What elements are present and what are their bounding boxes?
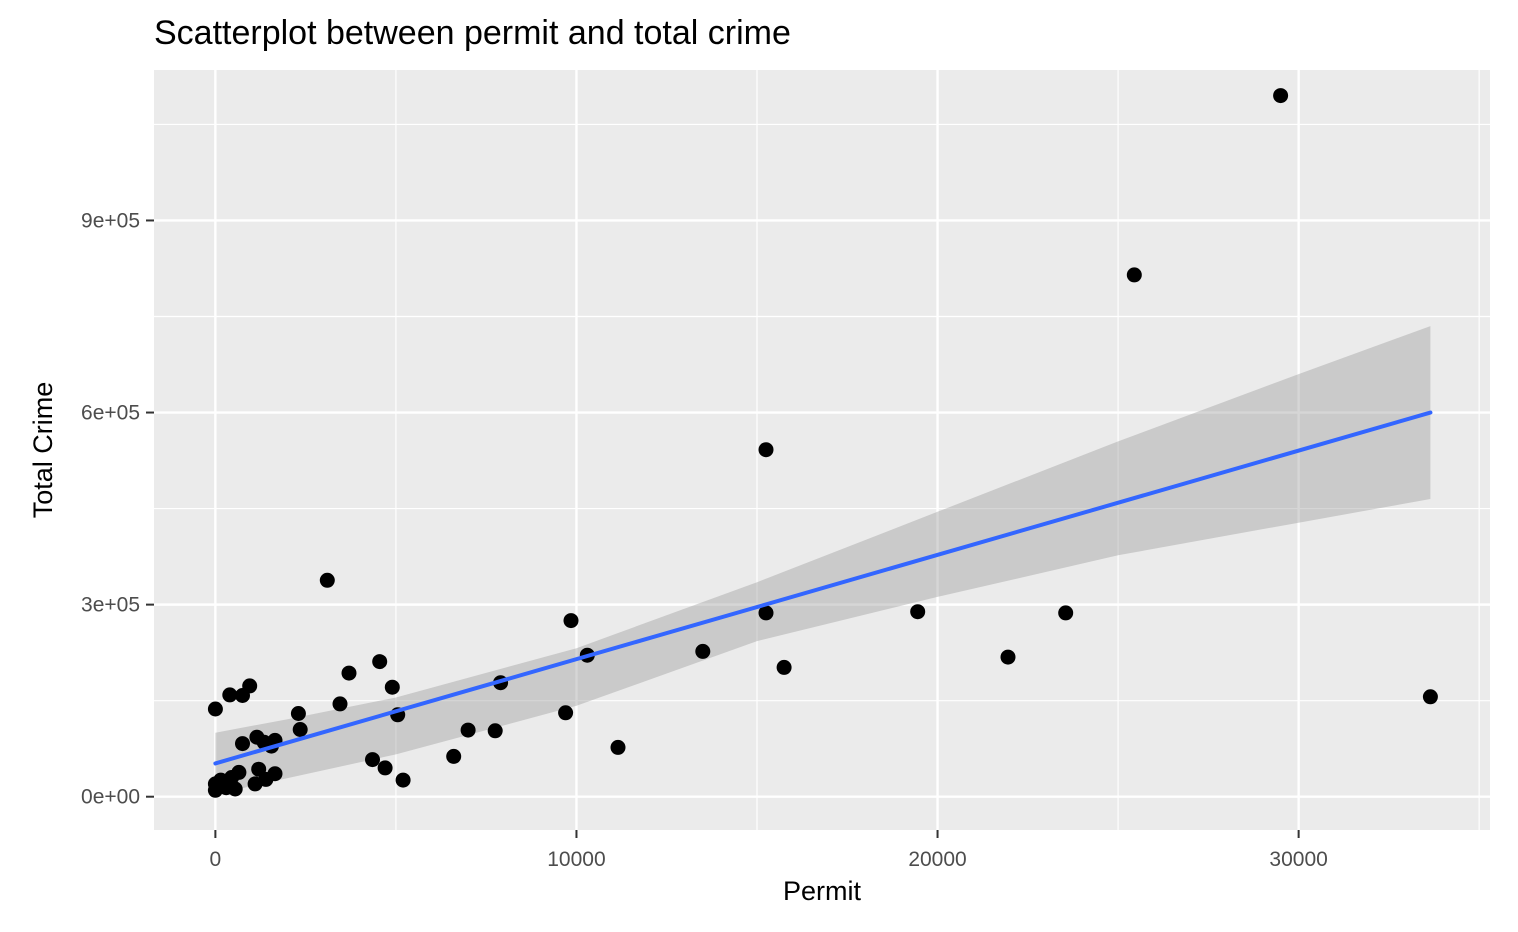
data-point [558,705,574,721]
data-point [910,604,926,620]
data-point [207,701,223,717]
data-point [446,748,462,764]
y-tick-label: 9e+05 [81,209,140,232]
data-point [1126,267,1142,283]
data-point [267,766,283,782]
data-point [1000,649,1016,665]
data-point [222,687,238,703]
y-tick-label: 0e+00 [81,786,140,809]
data-point [242,678,258,694]
x-axis-title: Permit [783,876,862,906]
data-point [487,723,503,739]
data-point [384,679,400,695]
x-tick-label: 0 [210,848,222,871]
data-point [1273,88,1289,104]
data-point [1058,605,1074,621]
data-point [341,665,357,681]
data-point [231,764,247,780]
data-point [235,736,250,752]
data-point [332,696,348,712]
data-points [207,88,1438,798]
data-point [319,572,335,588]
y-axis: 0e+00 3e+05 6e+05 9e+05 [81,209,154,809]
data-point [695,643,711,659]
data-point [292,722,308,737]
fit-line [213,410,1433,766]
data-point [372,654,388,670]
grid-minor [154,70,1490,830]
data-point [610,739,626,755]
plot-panel [154,70,1490,830]
data-point [460,722,476,738]
y-axis-title: Total Crime [28,382,58,519]
y-tick-label: 3e+05 [81,594,140,617]
data-point [227,781,243,797]
y-tick-label: 6e+05 [81,402,140,425]
data-point [290,706,306,721]
chart-title: Scatterplot between permit and total cri… [154,14,791,52]
data-point [563,613,579,629]
data-point [758,605,774,621]
data-point [758,442,774,458]
x-axis: 0 10000 20000 30000 [210,830,1328,871]
data-point [395,772,411,788]
data-point [365,752,380,768]
data-point [377,760,393,776]
data-point [776,659,792,675]
x-tick-label: 20000 [908,848,966,871]
x-tick-label: 30000 [1269,848,1327,871]
x-tick-label: 10000 [547,848,605,871]
data-point [1422,689,1438,705]
